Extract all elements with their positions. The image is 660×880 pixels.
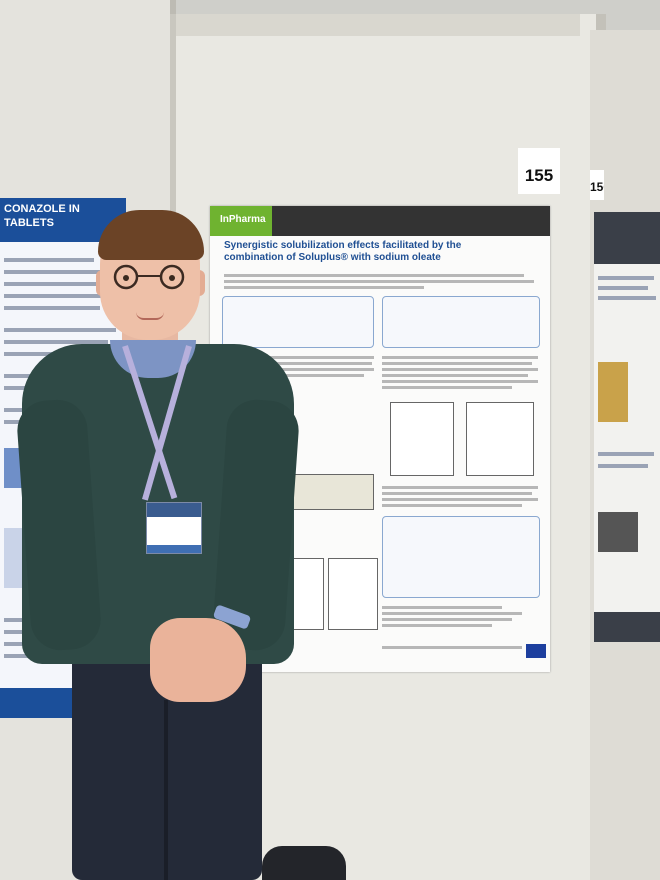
author-line — [224, 286, 424, 289]
poster-figure — [598, 512, 638, 552]
clasped-hands — [150, 618, 246, 702]
eu-flag-icon — [526, 644, 546, 658]
text-line — [598, 286, 648, 290]
text-line — [382, 386, 512, 389]
sample-vials-photo — [280, 474, 374, 510]
poster-chart — [466, 402, 534, 476]
poster-chart — [328, 558, 378, 630]
text-line — [4, 282, 104, 286]
bag-on-floor — [262, 846, 346, 880]
text-line — [382, 380, 538, 383]
text-line — [382, 374, 528, 377]
poster-title: Synergistic solubilization effects facil… — [224, 240, 462, 263]
purpose-box — [382, 296, 540, 348]
text-line — [382, 646, 522, 649]
text-line — [382, 356, 538, 359]
text-line — [382, 486, 538, 489]
text-line — [224, 356, 374, 359]
poster-right — [594, 212, 660, 642]
text-line — [598, 276, 654, 280]
inpharma-logo-box — [210, 206, 272, 236]
author-line — [224, 280, 534, 283]
text-line — [382, 606, 502, 609]
badge-header — [147, 503, 201, 517]
badge-footer — [147, 545, 201, 553]
text-line — [382, 618, 512, 621]
trouser-seam — [164, 700, 168, 880]
text-line — [382, 368, 538, 371]
author-line — [224, 274, 524, 277]
inpharma-logo: InPharma — [220, 214, 266, 225]
text-line — [224, 374, 364, 377]
text-line — [4, 328, 116, 332]
poster-main: InPharma Synergistic solubilization effe… — [210, 206, 550, 672]
text-line — [598, 296, 656, 300]
name-badge — [146, 502, 202, 554]
board-number-tag-right: 156 — [590, 170, 604, 200]
introduction-box — [222, 296, 374, 348]
poster-chart — [390, 402, 454, 476]
text-line — [382, 504, 522, 507]
conclusions-box — [382, 516, 540, 598]
smile — [136, 312, 164, 320]
text-line — [382, 624, 492, 627]
text-line — [598, 464, 648, 468]
text-line — [224, 362, 372, 365]
text-line — [598, 452, 654, 456]
board-number-tag: 155 — [518, 148, 560, 194]
hair — [98, 210, 204, 260]
text-line — [4, 270, 114, 274]
poster-right-footer — [594, 612, 660, 642]
text-line — [382, 362, 532, 365]
text-line — [224, 368, 374, 371]
text-line — [4, 258, 94, 262]
poster-board-frame — [176, 14, 580, 36]
poster-figure — [598, 362, 628, 422]
text-line — [382, 612, 522, 615]
text-line — [4, 306, 100, 310]
text-line — [4, 294, 118, 298]
text-line — [382, 498, 538, 501]
text-line — [4, 340, 108, 344]
text-line — [382, 492, 532, 495]
glasses-icon — [113, 264, 185, 290]
poster-right-header — [594, 212, 660, 264]
